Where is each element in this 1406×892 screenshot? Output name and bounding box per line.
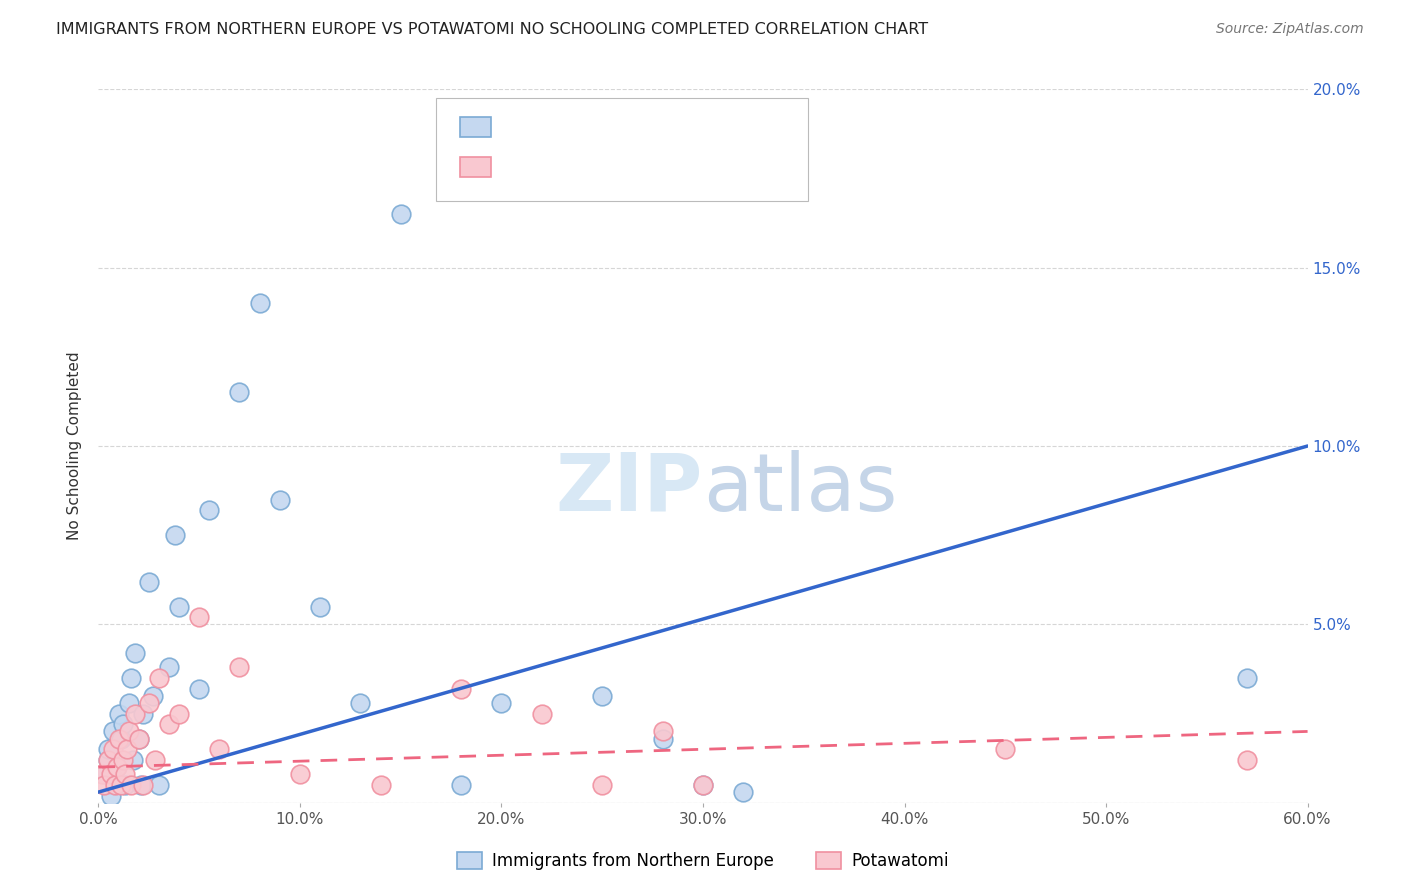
Point (157, 660, 180, 674)
Point (128, 731, 150, 746)
Legend: Immigrants from Northern Europe, Potawatomi: Immigrants from Northern Europe, Potawat… (451, 845, 955, 877)
Point (114, 767, 136, 781)
Point (97, 753, 120, 767)
Point (110, 778, 132, 792)
Point (105, 760, 128, 774)
Point (188, 610, 211, 624)
Text: R =: R = (505, 161, 541, 179)
Point (591, 778, 613, 792)
Point (692, 778, 714, 792)
Point (97, 742, 120, 756)
Point (1236, 753, 1258, 767)
Text: IMMIGRANTS FROM NORTHERN EUROPE VS POTAWATOMI NO SCHOOLING COMPLETED CORRELATION: IMMIGRANTS FROM NORTHERN EUROPE VS POTAW… (56, 22, 928, 37)
Point (103, 778, 125, 792)
Text: N =: N = (624, 122, 672, 140)
Point (1236, 671, 1258, 685)
Point (142, 689, 165, 703)
Point (124, 646, 146, 660)
Point (118, 696, 141, 710)
Point (491, 696, 513, 710)
Point (389, 207, 412, 221)
Point (143, 753, 166, 767)
Point (651, 731, 673, 746)
Point (148, 671, 170, 685)
Point (530, 706, 553, 721)
Point (249, 296, 271, 310)
Point (111, 753, 134, 767)
Point (93, 767, 115, 781)
Point (167, 706, 190, 721)
Point (651, 724, 673, 739)
Point (114, 778, 136, 792)
Text: atlas: atlas (703, 450, 897, 528)
Point (370, 778, 392, 792)
Point (100, 789, 122, 803)
Text: R =: R = (505, 122, 541, 140)
Point (692, 778, 714, 792)
Point (167, 599, 190, 614)
Point (198, 503, 221, 517)
Point (91, 767, 114, 781)
Point (129, 778, 152, 792)
Point (103, 778, 125, 792)
Point (120, 778, 142, 792)
Point (93, 778, 115, 792)
Point (138, 696, 160, 710)
Point (138, 574, 160, 589)
Point (450, 681, 472, 696)
Point (309, 599, 332, 614)
Point (107, 706, 129, 721)
Point (124, 706, 146, 721)
Point (994, 742, 1017, 756)
Point (288, 767, 311, 781)
Point (97, 753, 120, 767)
Point (100, 767, 122, 781)
Point (349, 696, 371, 710)
Point (591, 689, 613, 703)
Point (157, 717, 180, 731)
Point (111, 717, 134, 731)
Y-axis label: No Schooling Completed: No Schooling Completed (67, 351, 83, 541)
Point (115, 742, 138, 756)
Point (269, 492, 291, 507)
Point (128, 731, 150, 746)
Point (228, 660, 250, 674)
Text: Source: ZipAtlas.com: Source: ZipAtlas.com (1216, 22, 1364, 37)
Point (163, 528, 186, 542)
Text: N =: N = (624, 161, 672, 179)
Point (148, 778, 170, 792)
Point (105, 760, 128, 774)
Point (118, 724, 141, 739)
Text: 39: 39 (676, 122, 700, 140)
Point (101, 742, 124, 756)
Point (121, 753, 143, 767)
Point (110, 731, 132, 746)
Point (228, 385, 250, 400)
Point (120, 671, 142, 685)
Text: 34: 34 (676, 161, 700, 179)
Point (208, 742, 231, 756)
Point (101, 724, 124, 739)
Point (188, 681, 211, 696)
Point (132, 778, 155, 792)
Text: ZIP: ZIP (555, 450, 703, 528)
Text: 0.145: 0.145 (551, 161, 603, 179)
Text: 0.379: 0.379 (551, 122, 605, 140)
Point (450, 778, 472, 792)
Point (132, 706, 155, 721)
Point (733, 785, 755, 799)
Point (107, 731, 129, 746)
